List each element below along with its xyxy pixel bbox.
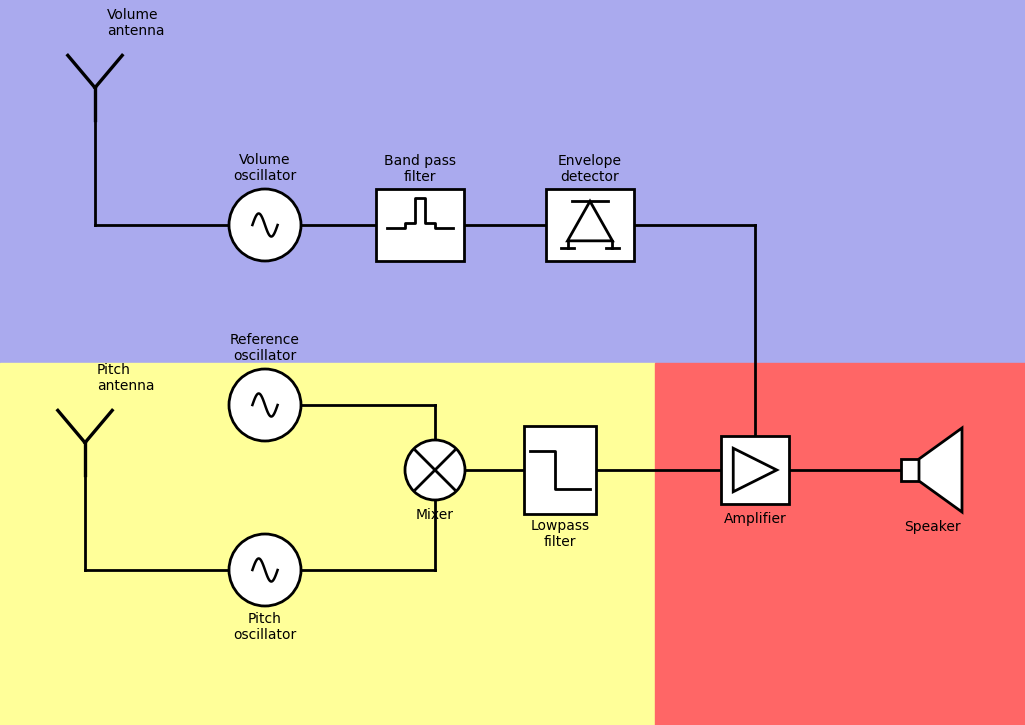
Text: Envelope
detector: Envelope detector <box>558 154 622 184</box>
Text: Pitch
antenna: Pitch antenna <box>97 362 155 393</box>
Text: Volume
oscillator: Volume oscillator <box>234 153 296 183</box>
Circle shape <box>229 189 301 261</box>
Polygon shape <box>733 448 777 492</box>
Text: Lowpass
filter: Lowpass filter <box>531 519 589 550</box>
Text: Volume
antenna: Volume antenna <box>107 8 164 38</box>
Text: Mixer: Mixer <box>416 508 454 522</box>
Bar <box>901 459 919 481</box>
Bar <box>0 0 1025 362</box>
Circle shape <box>229 534 301 606</box>
Bar <box>655 362 1025 725</box>
Circle shape <box>405 440 465 500</box>
Bar <box>546 189 634 261</box>
Polygon shape <box>919 428 962 512</box>
Circle shape <box>229 369 301 441</box>
Text: Pitch
oscillator: Pitch oscillator <box>234 612 296 642</box>
Text: Speaker: Speaker <box>904 520 960 534</box>
Text: Amplifier: Amplifier <box>724 512 786 526</box>
Bar <box>376 189 464 261</box>
Bar <box>0 362 655 725</box>
Text: Reference
oscillator: Reference oscillator <box>230 333 300 363</box>
Text: Band pass
filter: Band pass filter <box>384 154 456 184</box>
Bar <box>524 426 596 514</box>
Bar <box>721 436 789 504</box>
